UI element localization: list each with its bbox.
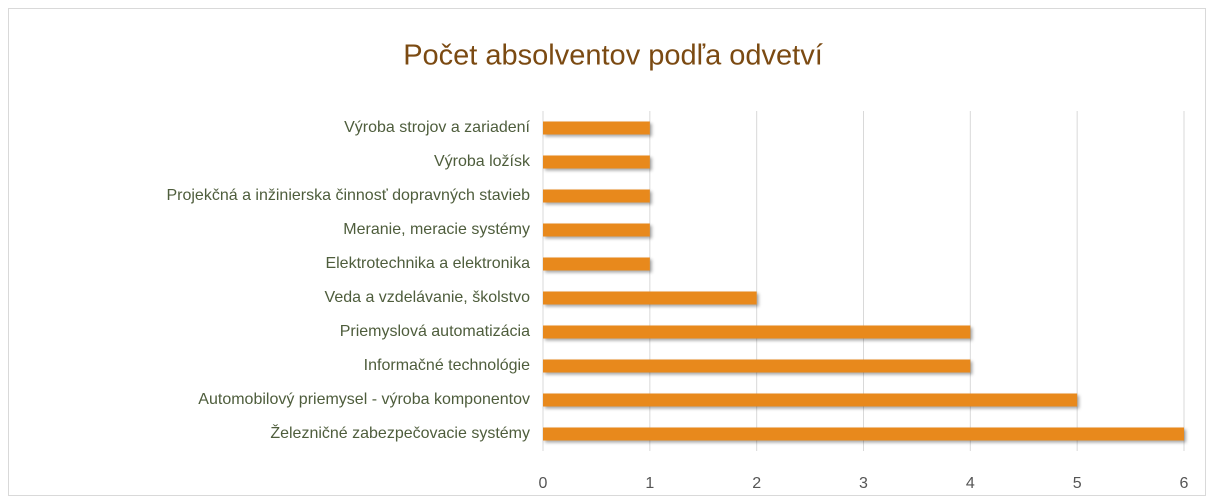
x-tick-label: 3 bbox=[859, 475, 868, 492]
bar bbox=[543, 393, 1078, 407]
bar bbox=[543, 189, 650, 203]
bar bbox=[543, 359, 971, 373]
y-tick-label: Veda a vzdelávanie, školstvo bbox=[325, 289, 531, 306]
y-tick-label: Priemyslová automatizácia bbox=[340, 323, 530, 340]
chart-title: Počet absolventov podľa odvetví bbox=[403, 40, 823, 72]
y-tick-label: Meranie, meracie systémy bbox=[343, 221, 530, 238]
y-tick-label: Výroba ložísk bbox=[434, 153, 531, 170]
bar bbox=[543, 291, 757, 305]
x-tick-label: 6 bbox=[1180, 475, 1189, 492]
y-tick-label: Výroba strojov a zariadení bbox=[344, 119, 530, 136]
x-tick-label: 0 bbox=[539, 475, 548, 492]
y-tick-label: Železničné zabezpečovacie systémy bbox=[270, 423, 530, 442]
bar bbox=[543, 223, 650, 237]
x-tick-label: 2 bbox=[752, 475, 761, 492]
y-tick-label: Projekčná a inžinierska činnosť dopravný… bbox=[166, 187, 530, 204]
bar bbox=[543, 257, 650, 271]
bar bbox=[543, 325, 971, 339]
chart-border bbox=[8, 8, 1206, 496]
bar bbox=[543, 427, 1184, 441]
x-tick-label: 1 bbox=[645, 475, 654, 492]
bar bbox=[543, 155, 650, 169]
y-tick-label: Elektrotechnika a elektronika bbox=[325, 255, 530, 272]
x-tick-label: 4 bbox=[966, 475, 975, 492]
x-tick-label: 5 bbox=[1073, 475, 1082, 492]
y-tick-label: Automobilový priemysel - výroba komponen… bbox=[198, 391, 530, 408]
bar bbox=[543, 121, 650, 135]
y-tick-label: Informačné technológie bbox=[364, 357, 530, 374]
